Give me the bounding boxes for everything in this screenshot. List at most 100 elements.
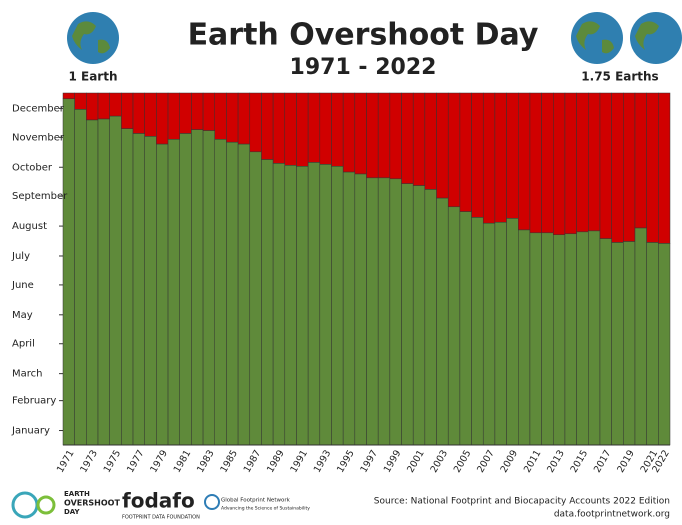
x-tick-label: 1975 [102,448,124,474]
overshoot-segment [331,92,344,167]
y-tick-label: May [12,310,33,321]
bar [202,130,215,446]
bar [482,222,496,446]
x-tick-label: 2011 [522,448,544,474]
bar [564,233,577,446]
bar [646,242,659,446]
right-note: 1.75 Earths [581,70,658,84]
bar [74,109,87,446]
overshoot-segment [319,92,332,165]
x-tick-label: 1985 [218,448,240,474]
bar [109,115,122,446]
overshoot-segment [553,92,566,236]
bar [412,185,426,446]
overshoot-segment [86,92,99,121]
bar [62,98,75,446]
overshoot-segment [518,92,531,231]
overshoot-segment [389,92,402,180]
overshoot-segment [226,92,239,143]
overshoot-segment [564,92,577,235]
y-tick-label: September [12,191,68,202]
chart-subtitle: 1971 - 2022 [290,55,437,80]
x-tick-label: 2015 [569,448,591,474]
bar [494,221,507,446]
x-tick-label: 1999 [382,448,404,474]
bar [366,177,379,446]
logo-eod: EARTH OVERSHOOT DAY [11,490,120,519]
bar [296,166,309,446]
bar [97,118,110,446]
overshoot-segment [284,92,297,166]
bar [576,231,589,446]
bar [623,241,636,446]
x-tick-label: 2019 [615,448,637,474]
bar [144,136,157,446]
source-url: data.footprintnetwork.org [554,510,670,520]
logo-text: FOOTPRINT DATA FOUNDATION [122,515,200,521]
x-tick-label: 2013 [545,448,567,474]
overshoot-segment [529,92,542,234]
bar [167,139,180,446]
bar [553,234,566,446]
y-tick-label: August [12,221,47,232]
bar [284,165,297,446]
overshoot-segment [132,92,145,134]
overshoot-segment [377,92,391,179]
y-tick-label: February [12,396,56,407]
bar [541,232,554,446]
bar [634,227,647,446]
x-tick-label: 1977 [125,448,147,474]
logo-text: OVERSHOOT [64,499,120,508]
overshoot-segment [62,92,75,100]
overshoot-segment [506,92,519,219]
bar [342,171,356,446]
overshoot-segment [249,92,262,153]
logo-text: Global Footprint Network [221,498,291,504]
overshoot-segment [109,92,122,117]
x-tick-label: 1995 [335,448,357,474]
x-tick-label: 2017 [592,448,614,474]
y-tick-label: October [12,162,53,173]
bar [121,128,134,446]
overshoot-segment [494,92,507,223]
overshoot-segment [658,92,671,244]
overshoot-segment [611,92,624,243]
x-tick-label: 2001 [405,448,427,474]
left-note: 1 Earth [68,70,117,84]
y-tick-label: June [11,280,34,291]
overshoot-segment [447,92,461,208]
bar [506,218,519,446]
overshoot-segment [214,92,227,140]
overshoot-segment [191,92,204,130]
bar [588,230,601,446]
overshoot-segment [576,92,589,233]
x-tick-label: 2003 [429,448,451,474]
overshoot-segment [401,92,414,184]
overshoot-segment [167,92,180,140]
x-tick-label: 1997 [358,448,380,474]
y-tick-label: March [12,369,42,380]
overshoot-segment [296,92,309,167]
overshoot-segment [599,92,612,239]
overshoot-segment [179,92,192,134]
overshoot-segment [237,92,251,145]
logo-icon [204,494,220,510]
overshoot-segment [307,92,321,163]
globe-right [571,12,682,64]
x-tick-label: 1981 [172,448,194,474]
overshoot-segment [471,92,484,218]
x-tick-label: 1979 [148,448,170,474]
logo-text: EARTH [64,490,90,498]
bar [319,164,332,446]
chart-title: Earth Overshoot Day [188,18,539,53]
bar [599,238,612,446]
x-tick-label: 1971 [55,448,77,474]
overshoot-segment [261,92,274,160]
bar [179,133,192,446]
overshoot-segment [424,92,437,190]
overshoot-segment [366,92,379,179]
source: Source: National Footprint and Biocapaci… [374,497,670,507]
bar [272,163,286,446]
x-tick-label: 2007 [475,448,497,474]
bar [191,129,204,446]
